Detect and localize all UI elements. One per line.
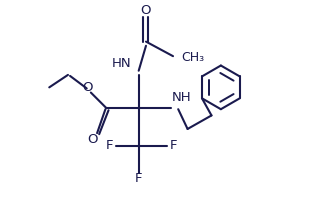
- Text: HN: HN: [112, 57, 131, 70]
- Text: F: F: [135, 172, 143, 185]
- Text: O: O: [141, 4, 151, 17]
- Text: NH: NH: [172, 91, 192, 104]
- Text: F: F: [169, 139, 177, 152]
- Text: O: O: [83, 81, 93, 94]
- Text: O: O: [88, 133, 98, 146]
- Text: CH₃: CH₃: [181, 51, 204, 64]
- Text: F: F: [106, 139, 113, 152]
